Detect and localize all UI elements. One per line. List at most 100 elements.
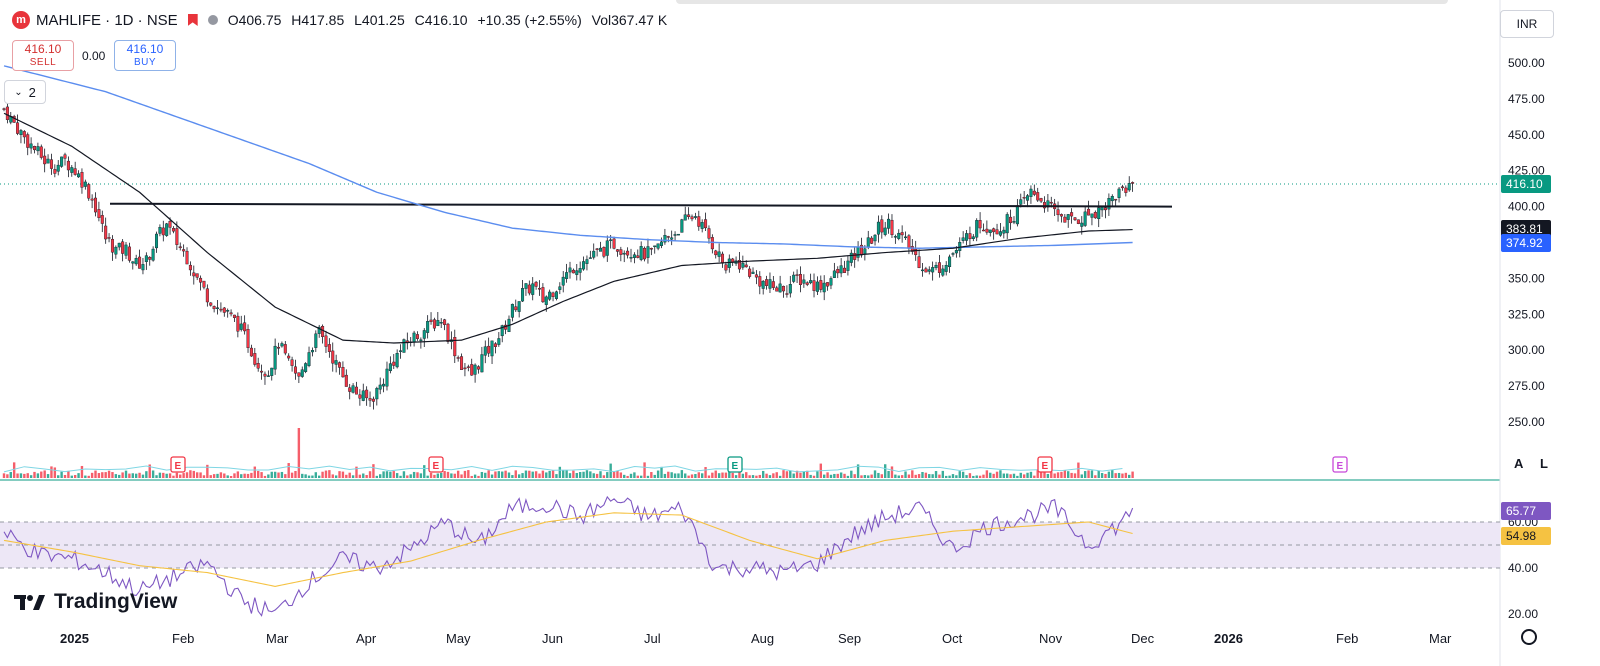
volume-bar — [12, 462, 16, 478]
candle-body — [995, 229, 999, 235]
candle-body — [354, 386, 358, 395]
volume-bar — [972, 475, 975, 478]
candle-body — [260, 370, 264, 373]
candle-body — [514, 306, 518, 311]
candle-body — [246, 329, 250, 348]
volume-bar — [565, 470, 568, 478]
volume-bar — [494, 471, 497, 478]
volume-bar — [111, 472, 114, 478]
candle-body — [470, 364, 474, 376]
candle-body — [914, 248, 918, 256]
candle-body — [588, 257, 592, 259]
volume-bar — [90, 472, 94, 478]
volume-bar — [433, 474, 436, 478]
volume-bar — [273, 471, 277, 478]
volume-bar — [185, 472, 189, 478]
volume-bar — [385, 471, 389, 478]
volume-bar — [928, 474, 931, 478]
volume-bar — [94, 470, 97, 478]
flag-icon[interactable] — [187, 14, 198, 26]
candle-body — [710, 237, 714, 250]
auto-scale-button[interactable]: A — [1514, 456, 1524, 471]
candle-body — [1059, 214, 1063, 217]
candle-body — [16, 122, 20, 134]
candle-body — [897, 232, 901, 239]
volume-bar — [80, 465, 84, 478]
volume-bar — [1121, 473, 1124, 478]
volume-bar — [446, 471, 450, 478]
volume-bar — [592, 473, 595, 478]
candle-body — [853, 253, 857, 260]
volume-bar — [443, 471, 446, 478]
volume-bar — [280, 471, 284, 478]
log-scale-button[interactable]: L — [1540, 456, 1548, 471]
candle-body — [310, 350, 314, 353]
volume-bar — [914, 474, 917, 478]
volume-bar — [192, 470, 195, 478]
volume-bar — [419, 473, 423, 478]
buy-button[interactable]: 416.10 BUY — [114, 40, 176, 71]
volume-bar — [1111, 470, 1114, 478]
earnings-marker-icon: E — [428, 456, 444, 473]
candle-body — [94, 197, 98, 213]
candle-body — [721, 253, 725, 264]
volume-bar — [806, 470, 809, 478]
volume-bar — [843, 473, 846, 478]
currency-button[interactable]: INR — [1500, 10, 1554, 38]
volume-bar — [877, 472, 880, 478]
candle-body — [188, 264, 192, 271]
settings-gear-icon[interactable] — [1521, 629, 1537, 645]
volume-bar — [602, 475, 606, 478]
indicators-toggle-button[interactable]: ⌄ 2 — [4, 80, 46, 104]
candle-body — [500, 325, 504, 337]
candle-body — [788, 284, 792, 294]
earnings-marker-icon: E — [1037, 456, 1053, 473]
candle-body — [778, 283, 782, 293]
time-tick-label: 2025 — [60, 631, 89, 646]
sma50-value-label: 383.81 — [1506, 222, 1543, 236]
volume-bar — [97, 473, 101, 478]
volume-bar — [751, 475, 755, 478]
candle-body — [202, 280, 206, 288]
candle-body — [1026, 195, 1030, 201]
candle-body — [463, 367, 467, 370]
volume-bar — [646, 475, 650, 478]
candle-body — [575, 270, 579, 275]
candle-body — [192, 272, 196, 277]
candle-body — [537, 287, 541, 290]
volume-bar — [629, 473, 633, 478]
volume-bar — [1029, 471, 1033, 478]
candle-body — [795, 274, 799, 276]
candle-body — [565, 272, 569, 279]
volume-bar — [365, 474, 368, 478]
candle-body — [412, 332, 416, 342]
volume-bar — [887, 470, 890, 478]
candle-body — [493, 343, 497, 347]
candle-body — [636, 255, 640, 258]
volume-bar — [223, 473, 226, 478]
candle-body — [988, 229, 992, 233]
candle-body — [1124, 187, 1128, 193]
volume-bar — [107, 470, 111, 478]
volume-bar — [582, 471, 585, 478]
candle-body — [1009, 216, 1013, 224]
volume-bar — [1070, 472, 1073, 478]
candle-body — [358, 394, 362, 399]
volume-bar — [711, 472, 714, 478]
last-price-label-bg — [1501, 175, 1551, 193]
top-panel-edge — [676, 0, 1448, 4]
volume-bar — [195, 472, 199, 478]
volume-bar — [707, 475, 711, 478]
volume-bar — [968, 473, 972, 478]
symbol-title[interactable]: MAHLIFE · 1D · NSE — [36, 11, 178, 29]
sell-button[interactable]: 416.10 SELL — [12, 40, 74, 71]
volume-bar — [975, 475, 978, 478]
candle-body — [805, 282, 809, 285]
candle-body — [639, 246, 643, 260]
volume-bar — [467, 470, 470, 478]
candle-body — [1100, 207, 1104, 211]
candle-body — [317, 326, 321, 334]
change-value: +10.35 (+2.55%) — [477, 12, 582, 28]
volume-bar — [324, 470, 328, 478]
